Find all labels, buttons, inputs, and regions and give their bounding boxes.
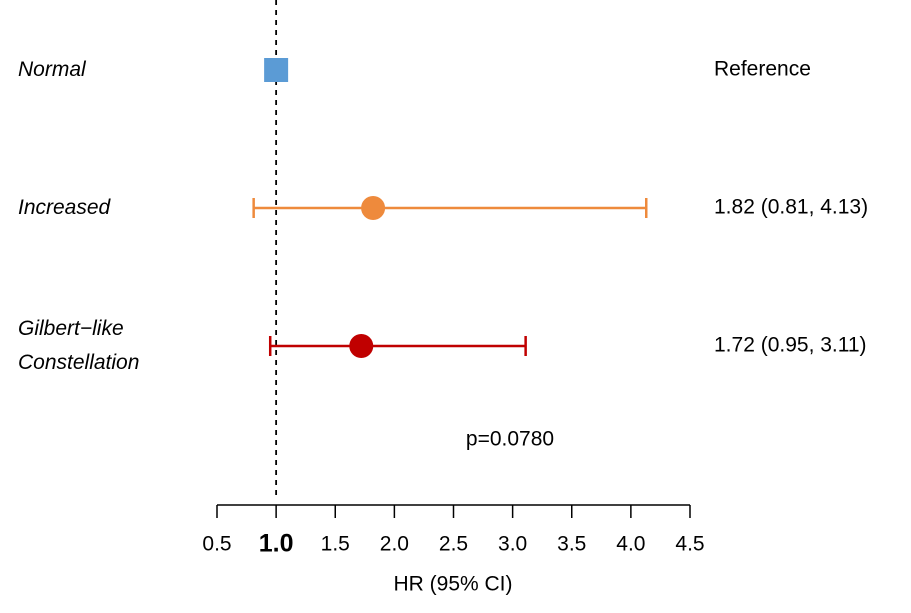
x-tick-label: 2.0 <box>380 533 409 556</box>
point <box>361 196 386 220</box>
point-square <box>264 58 289 82</box>
value-label: 1.82 (0.81, 4.13) <box>714 196 868 219</box>
x-tick-label: 2.5 <box>439 533 468 556</box>
x-tick-label: 1.0 <box>259 530 294 558</box>
x-axis-title: HR (95% CI) <box>393 573 512 596</box>
x-tick-label: 4.0 <box>616 533 645 556</box>
category-label: Normal <box>18 58 86 81</box>
annotation: p=0.0780 <box>466 428 554 451</box>
category-label: Gilbert−like Constellation <box>18 317 140 374</box>
value-label: 1.72 (0.95, 3.11) <box>714 334 867 357</box>
x-tick-label: 4.5 <box>675 533 704 556</box>
x-tick-label: 3.0 <box>498 533 527 556</box>
x-tick-label: 1.5 <box>321 533 350 556</box>
x-tick-label: 0.5 <box>202 533 231 556</box>
value-label: Reference <box>714 58 811 81</box>
category-label: Increased <box>18 196 111 219</box>
point <box>349 334 374 358</box>
x-tick-label: 3.5 <box>557 533 586 556</box>
